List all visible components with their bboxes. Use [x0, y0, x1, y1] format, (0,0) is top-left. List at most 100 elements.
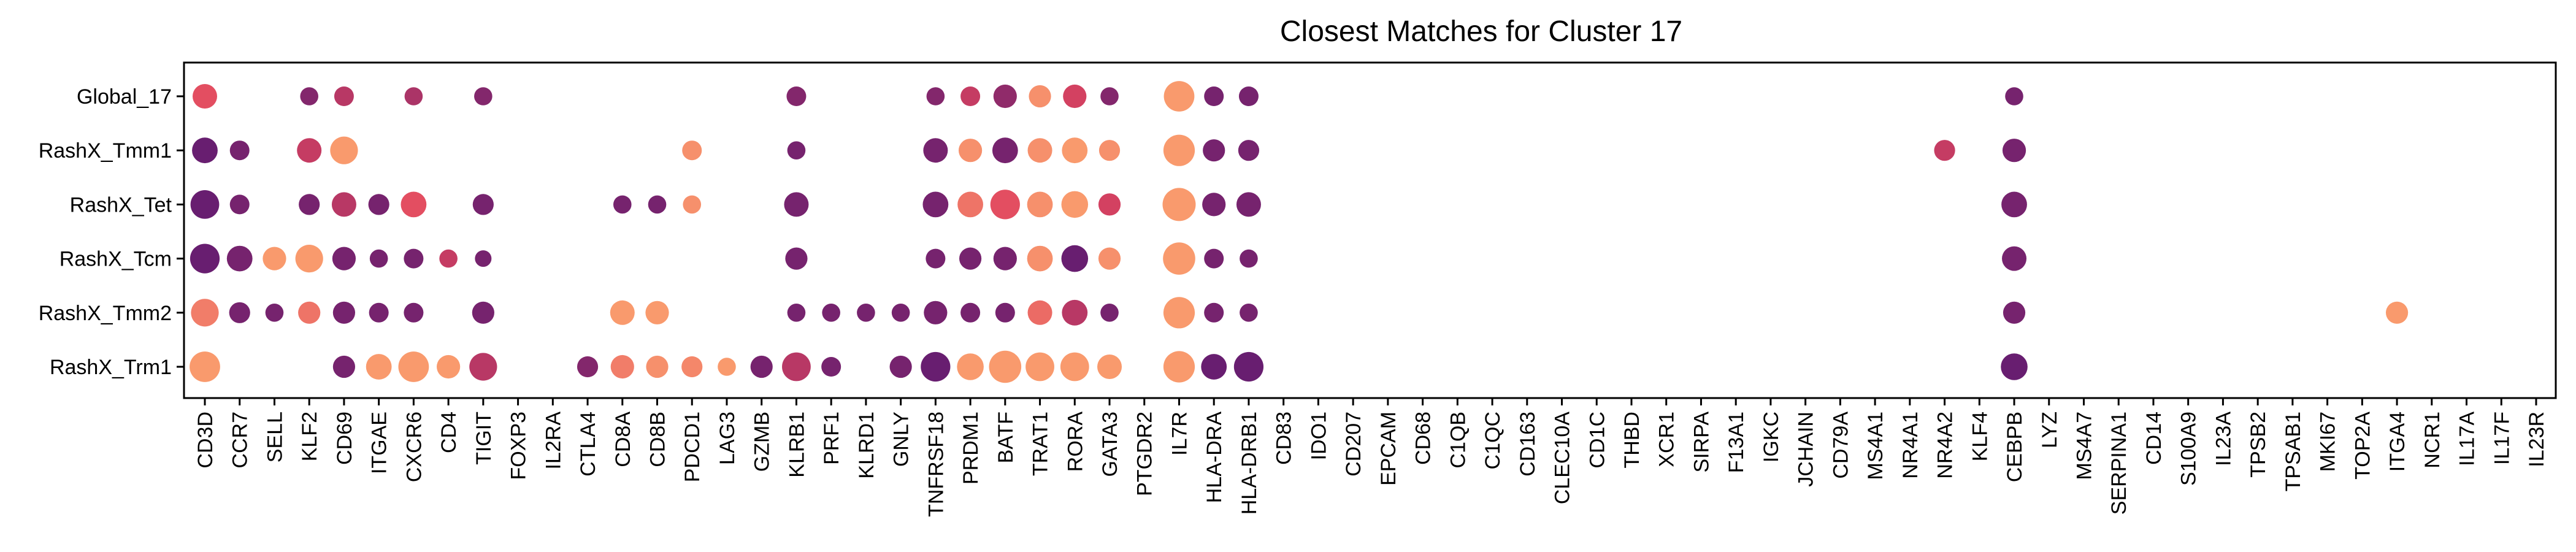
dot-mark: [1233, 351, 1264, 382]
x-tick-label: TPSAB1: [2282, 412, 2305, 491]
x-tick-label: IL7R: [1168, 412, 1191, 456]
dot-mark: [1025, 352, 1054, 381]
x-tick-label: TOP2A: [2351, 412, 2374, 480]
dot-mark: [1027, 300, 1052, 325]
dot-marks: [190, 81, 2409, 383]
dot-mark: [891, 304, 910, 322]
x-tick-label: BATF: [994, 412, 1018, 463]
dot-mark: [1163, 242, 1195, 275]
dot-mark: [2385, 301, 2409, 324]
dot-mark: [193, 84, 217, 109]
dot-mark: [1027, 191, 1053, 218]
dot-mark: [682, 140, 702, 161]
x-tick-label: SIRPA: [1690, 412, 1713, 473]
dot-mark: [398, 351, 429, 382]
dot-mark: [782, 352, 811, 381]
x-tick-label: EPCAM: [1377, 412, 1400, 486]
dot-mark: [889, 355, 912, 378]
y-axis: Global_17 RashX_Tmm1 RashX_Tet RashX_Tcm Ras…: [39, 85, 184, 379]
x-tick-label: CD4: [437, 412, 461, 453]
dot-mark: [1162, 188, 1196, 221]
dot-mark: [1163, 351, 1195, 383]
dot-mark: [404, 248, 424, 269]
dot-mark: [957, 353, 984, 380]
dot-mark: [368, 194, 389, 215]
dot-mark: [1203, 139, 1225, 162]
dot-mark: [369, 249, 388, 268]
x-tick-label: CTLA4: [577, 412, 600, 477]
x-tick-label: HLA-DRA: [1203, 412, 1226, 504]
x-tick-label: CD14: [2142, 412, 2166, 465]
dot-mark: [959, 247, 982, 270]
dot-mark: [821, 357, 841, 377]
dot-mark: [960, 302, 981, 323]
dot-mark: [923, 138, 948, 163]
y-tick-label: RashX_Tet: [70, 193, 172, 217]
dot-mark: [2001, 353, 2028, 380]
dot-mark: [960, 86, 981, 106]
dot-mark: [1061, 191, 1089, 218]
dot-mark: [1204, 86, 1224, 106]
y-tick-label: Global_17: [77, 85, 172, 109]
x-tick-label: NR4A1: [1899, 412, 1922, 479]
dot-mark: [926, 87, 945, 105]
dot-mark: [437, 355, 461, 379]
dot-mark: [265, 304, 284, 322]
x-tick-label: KLRD1: [855, 412, 878, 479]
dot-mark: [681, 356, 703, 378]
dot-mark: [924, 301, 948, 324]
x-tick-label: C1QC: [1481, 412, 1505, 469]
dot-mark: [1204, 248, 1224, 269]
dot-mark: [192, 137, 218, 164]
dot-mark: [993, 84, 1017, 109]
dot-mark: [229, 140, 250, 161]
x-tick-label: TIGIT: [472, 412, 496, 465]
x-tick-label: CD69: [333, 412, 356, 465]
x-tick-label: CXCR6: [402, 412, 426, 482]
x-tick-label: RORA: [1064, 412, 1087, 472]
dot-mark: [472, 194, 494, 215]
dot-mark: [190, 243, 220, 274]
dot-mark: [958, 139, 983, 163]
x-tick-label: SERPINA1: [2107, 412, 2131, 515]
dot-mark: [1100, 304, 1119, 322]
x-tick-label: CLEC10A: [1551, 412, 1574, 505]
y-tick-label: RashX_Tmm2: [39, 302, 172, 325]
dot-mark: [646, 355, 669, 378]
dot-mark: [645, 301, 669, 324]
x-tick-label: NR4A2: [1934, 412, 1957, 479]
dot-mark: [1163, 297, 1195, 329]
dot-mark: [469, 353, 497, 381]
y-tick-label: RashX_Tmm1: [39, 139, 172, 163]
x-tick-label: LYZ: [2038, 412, 2061, 448]
dot-mark: [1204, 302, 1224, 323]
x-tick-label: PRDM1: [959, 412, 983, 485]
dot-mark: [366, 354, 392, 380]
x-tick-label: IGKC: [1760, 412, 1783, 462]
dot-mark: [786, 86, 807, 106]
x-tick-label: CD83: [1273, 412, 1296, 465]
dot-mark: [1201, 354, 1227, 380]
dot-mark: [610, 300, 635, 325]
dot-mark: [787, 304, 806, 322]
dot-mark: [990, 190, 1020, 220]
dot-mark: [331, 192, 356, 217]
dot-mark: [404, 87, 423, 105]
x-tick-label: MS4A7: [2072, 412, 2096, 480]
x-tick-label: MKI67: [2317, 412, 2340, 472]
x-tick-label: ITGA4: [2386, 412, 2409, 472]
dot-mark: [2005, 87, 2023, 105]
dot-mark: [648, 195, 667, 214]
x-tick-label: XCR1: [1655, 412, 1679, 467]
x-axis: CD3D CCR7 SELL KLF2 CD69 ITGAE CXCR6 CD4 TIGIT FO…: [194, 398, 2548, 517]
dot-mark: [1060, 352, 1089, 381]
x-tick-label: THBD: [1620, 412, 1644, 469]
dot-mark: [2002, 246, 2027, 271]
x-tick-label: PDCD1: [681, 412, 704, 482]
dot-mark: [1202, 193, 1226, 217]
dot-mark: [922, 191, 949, 218]
dot-mark: [1240, 249, 1258, 268]
dot-mark: [229, 302, 250, 323]
dot-mark: [1027, 138, 1052, 163]
x-tick-label: GNLY: [890, 412, 913, 467]
